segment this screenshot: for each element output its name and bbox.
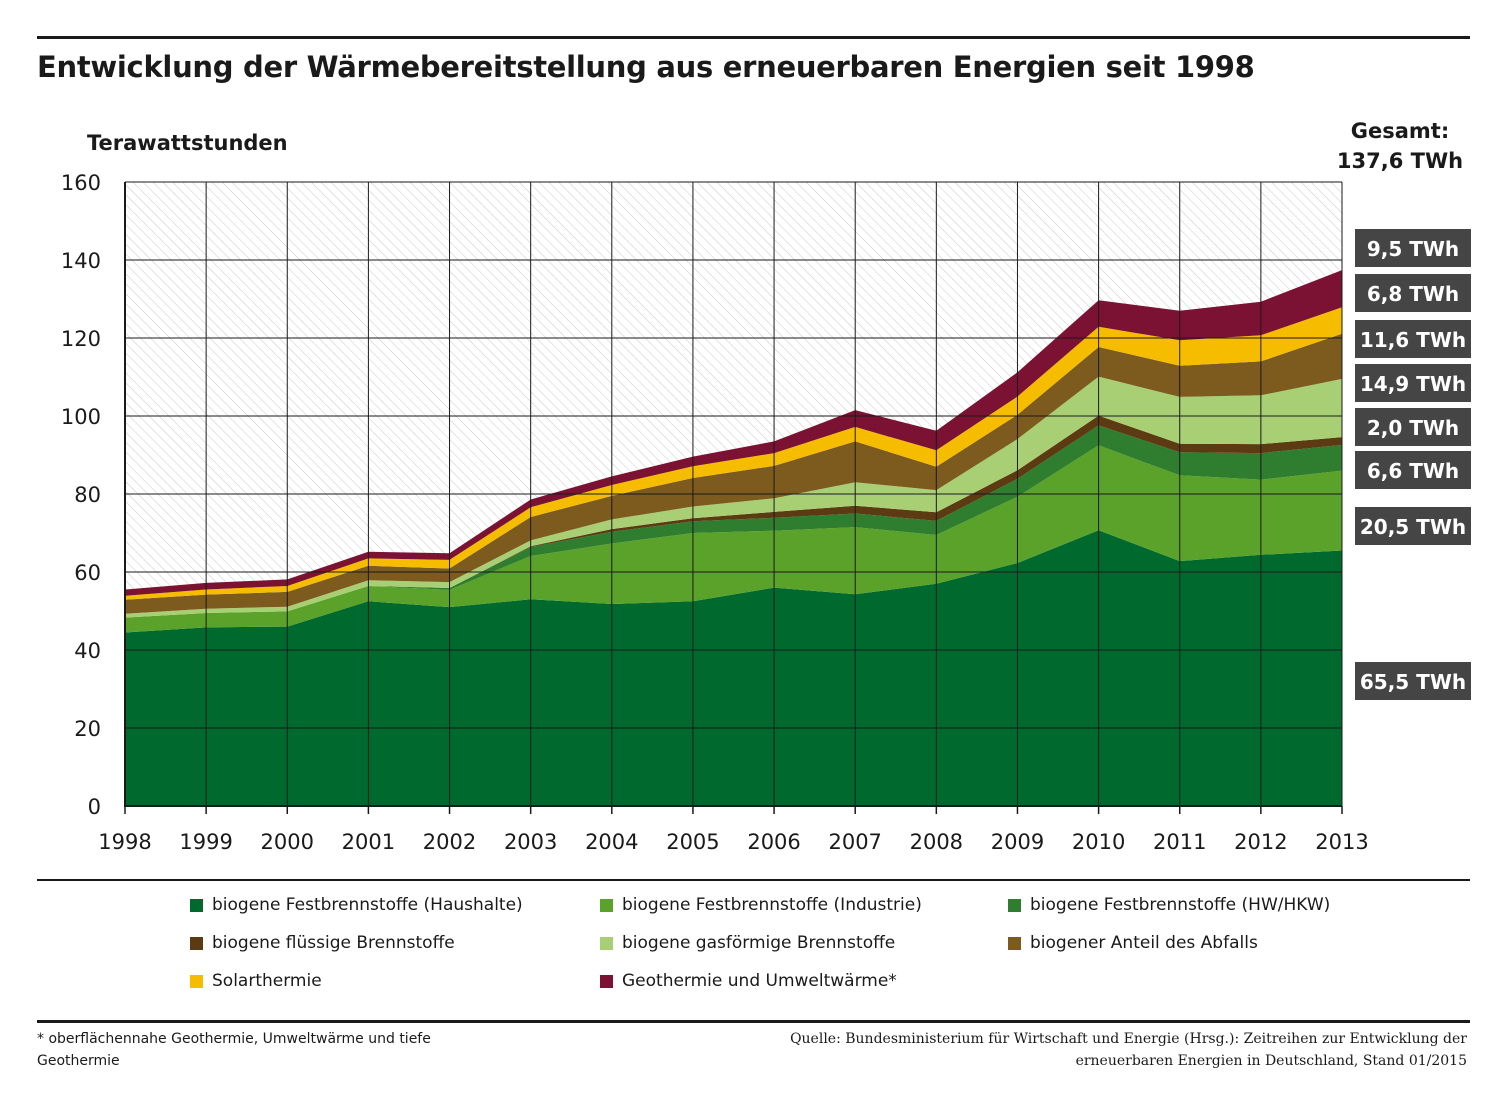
value-box-label: 20,5 TWh — [1360, 515, 1466, 539]
legend-label: Solarthermie — [212, 971, 322, 991]
y-tick-label: 120 — [61, 327, 101, 351]
legend-item: biogene Festbrennstoffe (Haushalte) — [190, 895, 523, 915]
legend-item: biogene gasförmige Brennstoffe — [600, 933, 895, 953]
value-box-label: 6,8 TWh — [1367, 282, 1459, 306]
x-tick-label: 2013 — [1315, 830, 1368, 854]
x-tick-label: 2012 — [1234, 830, 1287, 854]
area-series-5 — [125, 376, 1342, 618]
y-axis-label: Terawattstunden — [87, 131, 288, 155]
x-tick-label: 2011 — [1153, 830, 1206, 854]
legend-item: Geothermie und Umweltwärme* — [600, 971, 897, 991]
legend-swatch — [190, 898, 203, 912]
legend-swatch — [190, 974, 203, 988]
value-box — [1355, 364, 1471, 402]
y-tick-label: 0 — [88, 795, 101, 819]
value-box-label: 9,5 TWh — [1367, 237, 1459, 261]
area-series-1 — [125, 530, 1342, 806]
value-box — [1355, 451, 1471, 489]
x-tick-label: 2004 — [585, 830, 638, 854]
legend-swatch — [190, 936, 203, 950]
legend-label: biogene Festbrennstoffe (Industrie) — [622, 895, 922, 915]
legend-swatch — [600, 936, 613, 950]
value-box — [1355, 662, 1471, 700]
legend-label: biogene gasförmige Brennstoffe — [622, 933, 896, 953]
y-tick-label: 140 — [61, 249, 101, 273]
total-value: 137,6 TWh — [1336, 149, 1464, 173]
x-tick-label: 2008 — [910, 830, 963, 854]
x-tick-label: 2003 — [504, 830, 557, 854]
legend-top-rule — [37, 879, 1470, 881]
legend-item: biogene Festbrennstoffe (HW/HKW) — [1008, 895, 1330, 915]
axes: 0 20 40 60 80 100 120 140 160 1998 1999 2000 2001 200… — [61, 171, 1369, 854]
area-series-2 — [125, 445, 1342, 633]
legend-item: biogene flüssige Brennstoffe — [190, 933, 455, 953]
value-box-label: 14,9 TWh — [1360, 372, 1466, 396]
x-tick-label: 2005 — [666, 830, 719, 854]
area-chart: 0 20 40 60 80 100 120 140 160 1998 1999 2000 2001 200… — [61, 171, 1471, 854]
value-box — [1355, 229, 1471, 267]
top-rule — [37, 36, 1470, 39]
y-tick-label: 160 — [61, 171, 101, 195]
legend-label: biogene Festbrennstoffe (HW/HKW) — [1030, 895, 1331, 915]
x-tick-label: 2009 — [991, 830, 1044, 854]
x-tick-label: 1999 — [179, 830, 232, 854]
value-box — [1355, 274, 1471, 312]
legend-item: biogene Festbrennstoffe (Industrie) — [600, 895, 922, 915]
footnote: * oberflächennahe Geothermie, Umweltwärm… — [37, 1031, 431, 1069]
area-series-3 — [125, 425, 1342, 618]
y-tick-label: 40 — [74, 639, 101, 663]
x-tick-label: 2001 — [342, 830, 395, 854]
legend-swatch — [1008, 898, 1021, 912]
x-tick-label: 2002 — [423, 830, 476, 854]
value-box — [1355, 507, 1471, 545]
legend-item: Solarthermie — [190, 971, 322, 991]
value-box — [1355, 408, 1471, 446]
source-note: Quelle: Bundesministerium für Wirtschaft… — [790, 1031, 1467, 1069]
y-tick-label: 100 — [61, 405, 101, 429]
x-tick-label: 2010 — [1072, 830, 1125, 854]
legend-item: biogener Anteil des Abfalls — [1008, 933, 1258, 953]
value-box-label: 6,6 TWh — [1367, 459, 1459, 483]
legend-swatch — [600, 898, 613, 912]
bottom-rule — [37, 1020, 1470, 1023]
legend-label: biogene flüssige Brennstoffe — [212, 933, 455, 953]
total-label: Gesamt: — [1350, 119, 1450, 143]
chart-title: Entwicklung der Wärmebereitstellung aus … — [37, 50, 1255, 84]
end-value-labels: 9,5 TWh 6,8 TWh 11,6 TWh 14,9 TWh 2,0 TWh 6,6… — [1355, 229, 1471, 700]
x-tick-label: 2007 — [828, 830, 881, 854]
x-tick-label: 2000 — [261, 830, 314, 854]
x-tick-label: 1998 — [98, 830, 151, 854]
y-tick-label: 20 — [74, 717, 101, 741]
area-series-7 — [125, 307, 1342, 600]
value-box — [1355, 320, 1471, 358]
y-tick-label: 80 — [74, 483, 101, 507]
x-tick-label: 2006 — [747, 830, 800, 854]
value-box-label: 11,6 TWh — [1360, 328, 1466, 352]
legend-label: biogener Anteil des Abfalls — [1030, 933, 1258, 953]
total-annotation: Gesamt: 137,6 TWh — [1330, 116, 1470, 176]
legend-swatch — [600, 974, 613, 988]
value-box-label: 2,0 TWh — [1367, 416, 1459, 440]
y-tick-label: 60 — [74, 561, 101, 585]
value-box-label: 65,5 TWh — [1360, 670, 1466, 694]
legend-label: Geothermie und Umweltwärme* — [622, 971, 897, 991]
area-series-4 — [125, 415, 1342, 618]
legend-swatch — [1008, 936, 1021, 950]
legend-label: biogene Festbrennstoffe (Haushalte) — [212, 895, 523, 915]
area-series-6 — [125, 333, 1342, 614]
stacked-areas — [125, 270, 1342, 806]
grid-lines — [125, 181, 1343, 806]
